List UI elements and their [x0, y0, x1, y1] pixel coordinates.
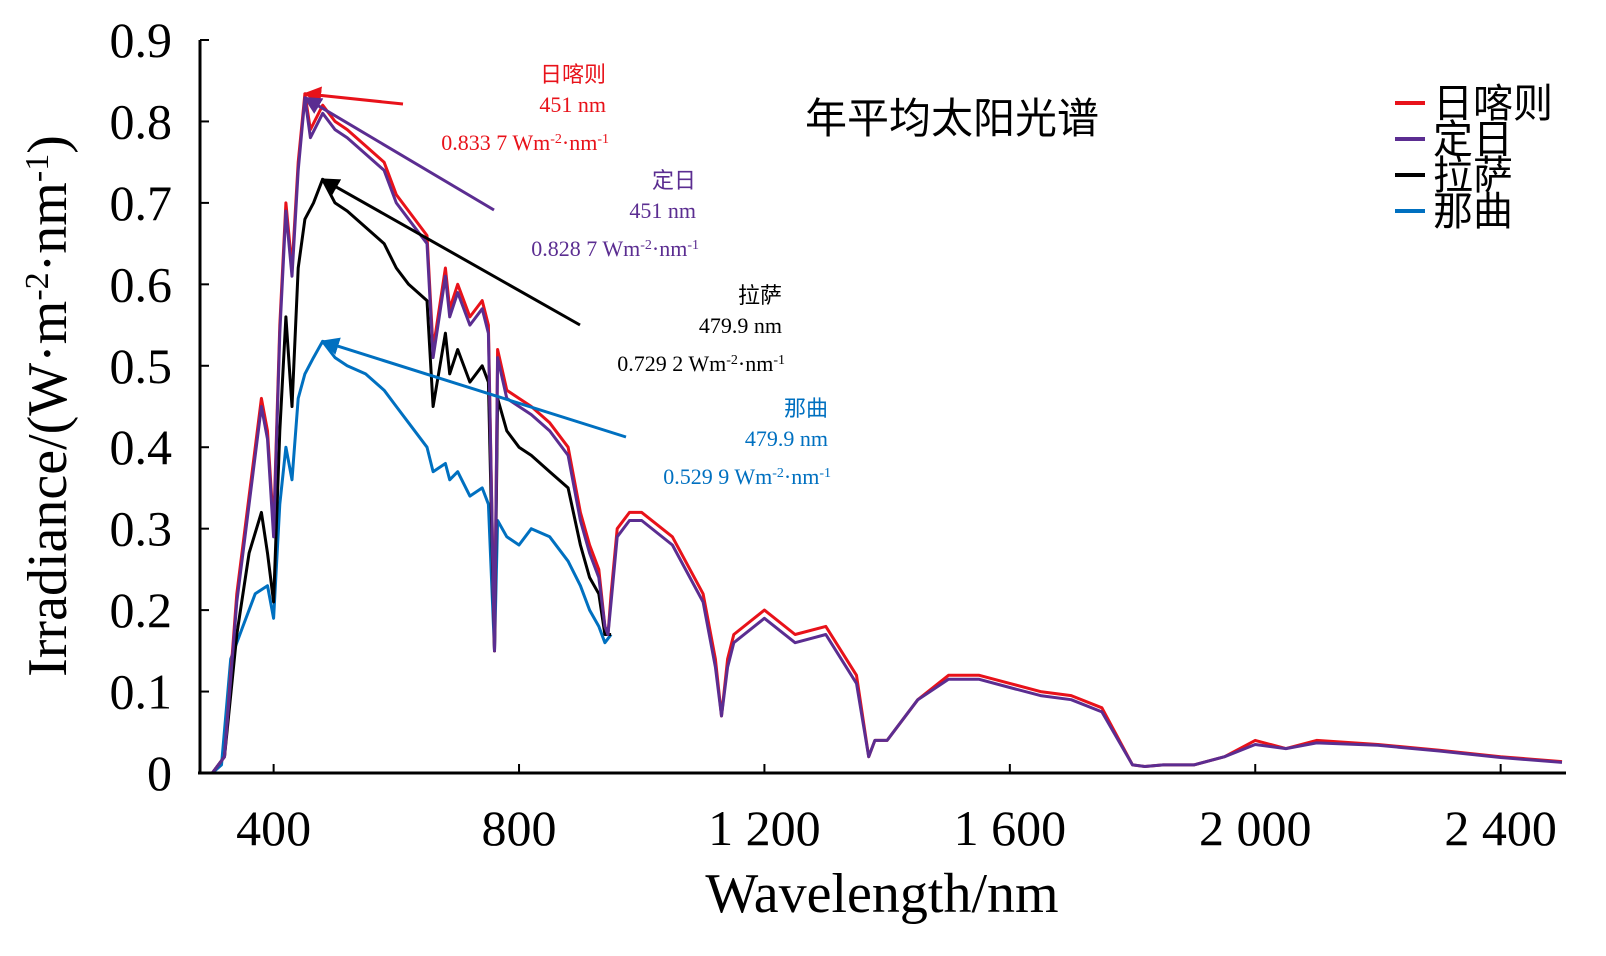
peak-wavelength-label: 451 nm: [539, 92, 606, 117]
y-axis-title-main: Irradiance/(W·m: [17, 301, 79, 677]
y-tick-label: 0.6: [110, 256, 173, 312]
peak-station-label: 拉萨: [738, 284, 782, 309]
y-tick-label: 0.2: [110, 582, 173, 638]
peak-arrow-2: [321, 177, 581, 327]
peak-station-label: 那曲: [784, 397, 828, 422]
x-tick-label: 800: [482, 800, 557, 856]
x-tick-label: 2 000: [1199, 800, 1312, 856]
ticks: 400 800 1 200 1 600 2 000 2 400 0 0.1 0.2 0.3 0.4 0…: [110, 12, 1557, 856]
y-tick-label: 0.7: [110, 175, 173, 231]
y-tick-label: 0.9: [110, 12, 173, 68]
y-tick-label: 0.4: [110, 419, 173, 475]
peak-value-label: 0.529 9 Wm-2·nm-1: [663, 464, 831, 489]
x-tick-label: 1 200: [708, 800, 821, 856]
peak-wavelength-label: 479.9 nm: [699, 313, 782, 338]
peak-wavelength-label: 451 nm: [629, 198, 696, 223]
x-tick-label: 1 600: [954, 800, 1067, 856]
y-axis-title-sup2: -1: [19, 154, 56, 182]
y-axis-title: Irradiance/(W·m-2·nm-1): [17, 135, 79, 677]
chart-title: 年平均太阳光谱: [805, 94, 1099, 143]
y-axis-title-end: ): [17, 135, 79, 154]
peak-value-label: 0.833 7 Wm-2·nm-1: [441, 130, 609, 155]
legend-label: 日喀则: [1433, 81, 1553, 127]
axes: [198, 40, 1566, 775]
x-tick-label: 400: [236, 800, 311, 856]
peak-value-label: 0.828 7 Wm-2·nm-1: [531, 236, 699, 261]
y-tick-label: 0: [147, 745, 172, 801]
x-tick-label: 2 400: [1444, 800, 1557, 856]
y-axis-title-mid: ·nm: [17, 182, 79, 272]
legend-label: 那曲: [1433, 189, 1513, 235]
legend-label: 定日: [1433, 117, 1513, 163]
plot-lines: [206, 92, 1563, 775]
series-line-2: [206, 177, 612, 775]
series-line-1: [206, 96, 1563, 775]
y-axis-title-sup1: -2: [19, 272, 56, 300]
y-tick-label: 0.5: [110, 338, 173, 394]
y-tick-label: 0.1: [110, 664, 173, 720]
legend-label: 拉萨: [1433, 153, 1513, 199]
y-tick-label: 0.3: [110, 501, 173, 557]
peak-value-label: 0.729 2 Wm-2·nm-1: [617, 351, 785, 376]
peak-station-label: 定日: [652, 169, 696, 194]
peak-wavelength-label: 479.9 nm: [745, 426, 828, 451]
peak-arrow-1: [303, 96, 495, 212]
series-line-0: [206, 92, 1563, 775]
peak-station-label: 日喀则: [540, 63, 606, 88]
series-line-3: [206, 339, 613, 775]
peak-arrow-0: [303, 86, 404, 106]
y-tick-label: 0.8: [110, 93, 173, 149]
peak-annotations: 日喀则 451 nm 0.833 7 Wm-2·nm-1 定日 451 nm 0.828 …: [303, 63, 831, 489]
peak-arrow-3: [320, 337, 627, 439]
x-axis-title: Wavelength/nm: [705, 863, 1058, 925]
